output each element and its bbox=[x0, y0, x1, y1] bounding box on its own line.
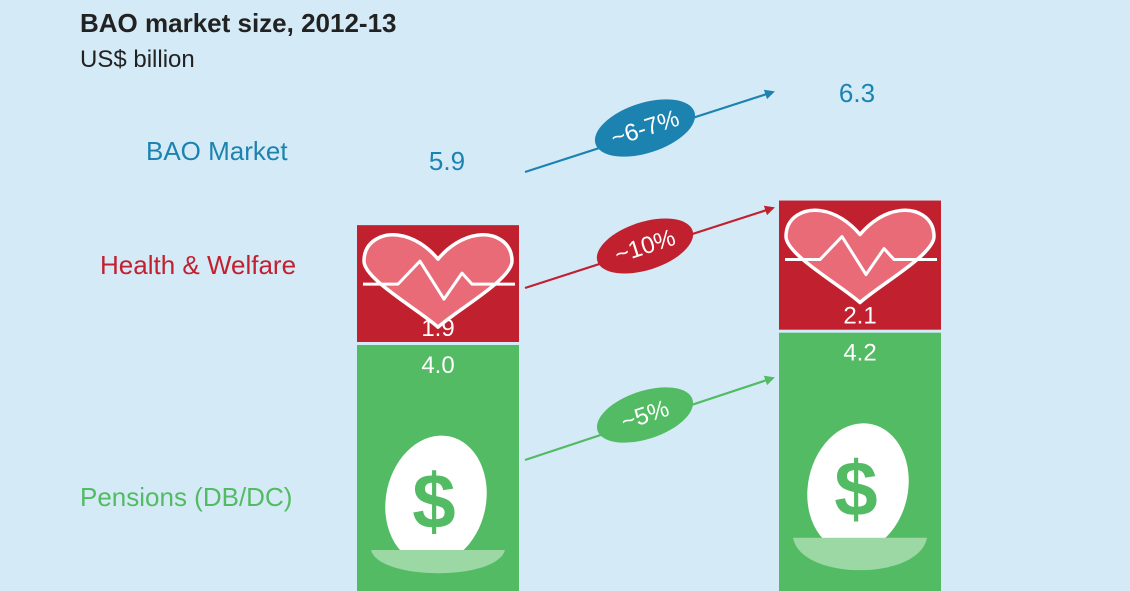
legend-pensions: Pensions (DB/DC) bbox=[80, 482, 293, 512]
svg-text:$: $ bbox=[412, 457, 455, 545]
label-health-welfare-2013: 2.1 bbox=[843, 303, 876, 330]
money-egg-icon: $ bbox=[371, 435, 505, 574]
legend-health-welfare: Health & Welfare bbox=[100, 250, 297, 280]
label-health-welfare-2012: 1.9 bbox=[421, 315, 454, 342]
growth-badge-bao-market: ~6-7% bbox=[594, 99, 696, 157]
svg-text:$: $ bbox=[834, 445, 877, 533]
legend-bao-market: BAO Market bbox=[146, 136, 288, 166]
money-egg-icon: $ bbox=[793, 423, 927, 571]
heart-pulse-icon bbox=[362, 233, 515, 329]
label-pensions-2013: 4.2 bbox=[843, 340, 876, 367]
chart-subtitle: US$ billion bbox=[80, 46, 195, 73]
heart-pulse-icon bbox=[784, 208, 937, 305]
growth-badge-pensions: ~5% bbox=[596, 387, 694, 443]
chart-title: BAO market size, 2012-13 bbox=[80, 8, 397, 38]
label-bao-total-2012: 5.9 bbox=[429, 146, 465, 176]
growth-badge-health-welfare: ~10% bbox=[596, 218, 694, 274]
label-bao-total-2013: 6.3 bbox=[839, 78, 875, 108]
label-pensions-2012: 4.0 bbox=[421, 352, 454, 379]
